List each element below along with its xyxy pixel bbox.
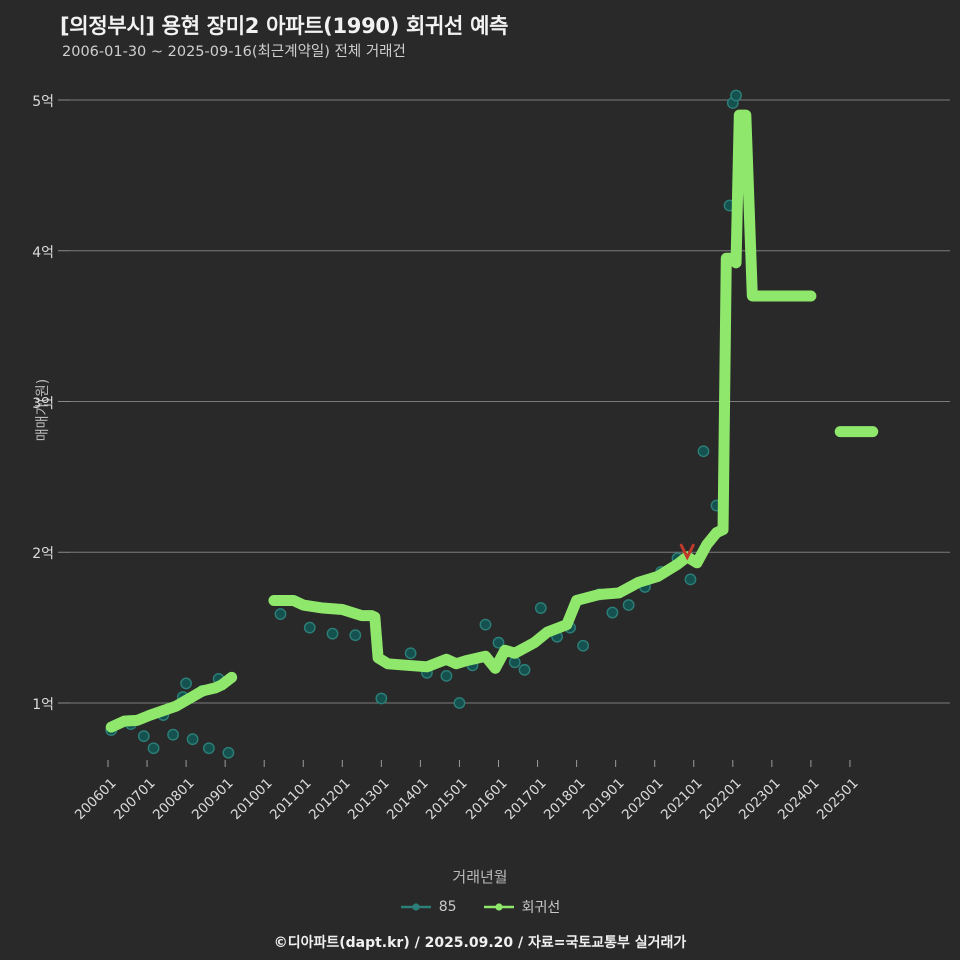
scatter-point	[697, 445, 710, 458]
scatter-point	[186, 733, 199, 746]
scatter-series-85	[105, 89, 742, 759]
scatter-point	[453, 697, 466, 709]
scatter-point	[326, 627, 339, 640]
scatter-point	[167, 728, 179, 741]
footer-credit: ©디아파트(dapt.kr) / 2025.09.20 / 자료=국토교통부 실…	[273, 935, 687, 951]
regression-line-segment	[268, 109, 817, 674]
scatter-point	[404, 647, 417, 660]
legend-label: 회귀선	[521, 900, 561, 916]
scatter-point	[349, 629, 362, 642]
scatter-point	[274, 608, 287, 620]
y-tick-label: 5억	[32, 94, 54, 110]
regression-line-segment	[105, 671, 238, 733]
chart-subtitle: 2006-01-30 ~ 2025-09-16(최근계약일) 전체 거래건	[62, 44, 406, 60]
chart-legend: 85 회귀선	[0, 897, 960, 917]
legend-swatch-icon	[483, 903, 514, 911]
annotation-marker-caret	[679, 543, 695, 561]
plot-area	[58, 89, 950, 767]
x-axis-title: 거래년월	[452, 868, 508, 886]
y-tick-label: 2억	[32, 546, 54, 563]
scatter-point	[137, 730, 150, 743]
scatter-point	[180, 677, 193, 690]
scatter-point	[303, 621, 316, 634]
scatter-point	[518, 663, 531, 676]
y-tick-label: 4억	[32, 244, 54, 261]
legend-item[interactable]: 85	[400, 899, 457, 915]
scatter-point	[622, 599, 635, 611]
scatter-point	[577, 639, 590, 652]
y-tick-label: 1억	[32, 697, 54, 713]
scatter-point	[202, 742, 215, 755]
scatter-point	[147, 742, 160, 755]
legend-dot-icon	[494, 903, 503, 911]
legend-item[interactable]: 회귀선	[483, 897, 561, 917]
scatter-point	[534, 602, 547, 614]
scatter-point	[684, 573, 697, 586]
scatter-point	[606, 606, 619, 619]
scatter-point	[730, 89, 742, 102]
legend-swatch-icon	[400, 903, 431, 911]
legend-dot-icon	[412, 903, 420, 911]
scatter-point	[492, 636, 505, 649]
page-title: [의정부시] 용현 장미2 아파트(1990) 회귀선 예측	[60, 14, 509, 38]
scatter-point	[479, 618, 492, 631]
y-tick-label: 3억	[32, 395, 54, 412]
scatter-point	[440, 669, 453, 682]
scatter-point	[375, 692, 388, 705]
scatter-point	[222, 746, 235, 759]
regression-series-회귀선	[105, 109, 879, 733]
legend-label: 85	[438, 899, 457, 915]
